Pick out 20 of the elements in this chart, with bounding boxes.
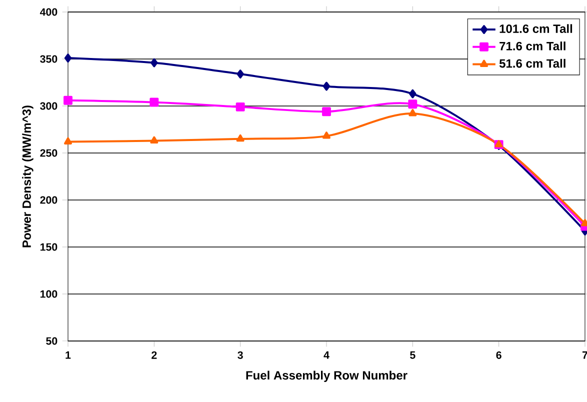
y-tick-label: 350 — [40, 55, 58, 63]
x-tick-label: 1 — [66, 351, 71, 359]
x-tick-label: 7 — [582, 351, 587, 359]
x-tick-label: 4 — [324, 351, 330, 359]
y-tick-label: 400 — [40, 8, 58, 16]
legend-label: 101.6 cm Tall — [500, 24, 572, 33]
y-tick-label: 150 — [40, 243, 58, 251]
y-tick-label: 200 — [40, 196, 58, 204]
y-axis-title: Power Density (MW/m^3) — [22, 106, 34, 248]
x-tick-label: 2 — [152, 351, 157, 359]
x-tick-label: 6 — [496, 351, 502, 359]
legend-label: 51.6 cm Tall — [499, 58, 566, 68]
legend-label: 71.6 cm Tall — [500, 42, 566, 50]
y-tick-label: 50 — [46, 337, 58, 345]
y-tick-label: 300 — [40, 102, 58, 110]
x-axis-title: Fuel Assembly Row Number — [246, 370, 408, 382]
x-tick-label: 3 — [238, 351, 243, 359]
y-tick-label: 250 — [40, 149, 58, 157]
x-tick-label: 5 — [410, 351, 416, 359]
y-tick-label: 100 — [40, 290, 58, 298]
